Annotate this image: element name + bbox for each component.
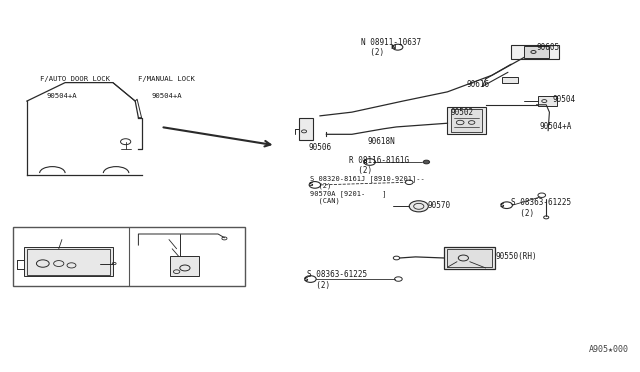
Bar [524, 46, 549, 58]
Text: R 08116-8161G
  (2): R 08116-8161G (2) [349, 156, 409, 175]
Text: S 08363-61225
  (2): S 08363-61225 (2) [511, 198, 572, 218]
Bar [13, 227, 246, 286]
Text: 90506: 90506 [308, 143, 332, 152]
Text: 90504+A: 90504+A [47, 93, 77, 99]
Bar [24, 247, 113, 276]
Text: F/MANUAL LOCK: F/MANUAL LOCK [138, 76, 195, 82]
Text: S 08320-8161J [8910-9201]--
  (2)
90570A [9201-    ]
  (CAN): S 08320-8161J [8910-9201]-- (2) 90570A [… [310, 175, 425, 205]
Text: N 08911-10637
  (2): N 08911-10637 (2) [362, 38, 422, 57]
Text: S 08363-61225
  (2): S 08363-61225 (2) [307, 270, 367, 290]
Text: S: S [303, 276, 308, 282]
Bar [27, 249, 109, 275]
Text: 90550(RH): 90550(RH) [495, 251, 537, 261]
Bar [538, 96, 557, 106]
Bar [444, 247, 495, 269]
Text: S: S [308, 182, 313, 187]
Text: 90504: 90504 [552, 95, 576, 104]
Text: A905★000: A905★000 [589, 345, 629, 354]
Bar [511, 45, 559, 59]
Text: 90504+A: 90504+A [540, 122, 572, 131]
Bar [502, 77, 518, 83]
Text: 90570: 90570 [427, 201, 450, 210]
Bar [447, 107, 486, 134]
Text: 90502: 90502 [451, 108, 474, 117]
Text: 90618N: 90618N [368, 137, 396, 146]
Bar [447, 249, 492, 267]
Text: S: S [500, 203, 504, 208]
Text: 90504+A: 90504+A [152, 93, 182, 99]
Text: 90616: 90616 [467, 80, 490, 89]
Text: F/AUTO DOOR LOCK: F/AUTO DOOR LOCK [40, 76, 109, 82]
Circle shape [423, 160, 429, 164]
Bar [451, 109, 482, 132]
Bar [170, 256, 199, 276]
Text: N: N [390, 45, 396, 50]
Text: 90605: 90605 [537, 43, 560, 52]
Bar [299, 118, 313, 140]
Circle shape [409, 201, 428, 212]
Text: R: R [363, 160, 368, 164]
